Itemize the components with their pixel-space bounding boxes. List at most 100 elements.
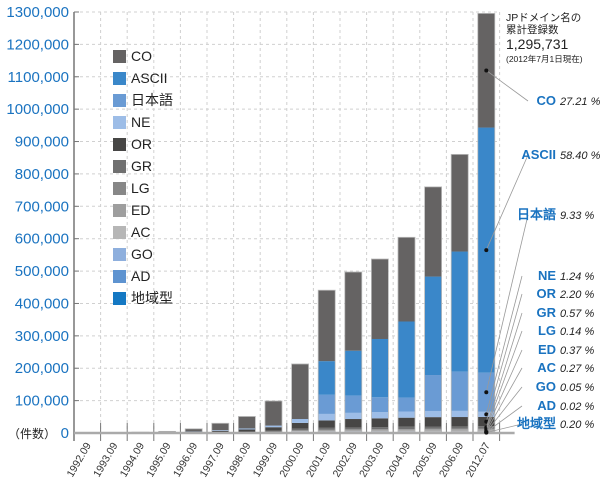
leader-line: [485, 214, 529, 393]
bar-segment: [451, 417, 469, 427]
bar-segment: [424, 375, 442, 411]
leader-line: [485, 154, 529, 251]
y-tick-label: 300,000: [15, 328, 69, 345]
x-tick-label: 2001.09: [304, 440, 333, 479]
x-tick-label: 1992.09: [65, 440, 94, 479]
bar-segment: [238, 428, 256, 430]
share-label: GR: [537, 305, 557, 320]
legend-item: OR: [113, 133, 173, 155]
share-value: 2.20 %: [559, 289, 594, 301]
bar-segment: [291, 430, 309, 432]
legend-swatch: [113, 181, 126, 195]
x-tick-label: 2003.09: [357, 440, 386, 479]
x-tick-label: 1994.09: [118, 440, 147, 479]
annotation-date: (2012年7月1日現在): [506, 54, 583, 64]
legend-item: AD: [113, 265, 173, 287]
legend-swatch: [113, 115, 126, 129]
bar-segment: [371, 338, 389, 398]
legend-item: LG: [113, 177, 173, 199]
x-tick-label: 1998.09: [224, 440, 253, 479]
bar-segment: [265, 400, 282, 426]
share-label: NE: [538, 268, 556, 283]
bar-segment: [344, 412, 362, 420]
bar-segment: [344, 430, 362, 432]
bar-segment: [398, 321, 415, 398]
bar-segment: [451, 429, 469, 431]
bar-segment: [318, 427, 336, 430]
bar-segment: [318, 290, 336, 362]
x-tick-label: 2006.09: [437, 440, 466, 479]
leader-dot: [484, 390, 489, 395]
x-tick-label: 2002.09: [331, 440, 360, 479]
bar-segment: [398, 429, 415, 431]
share-value: 0.37 %: [560, 345, 594, 357]
leader-line: [485, 312, 523, 428]
legend-label: 地域型: [131, 290, 173, 306]
legend-label: AC: [131, 224, 151, 240]
legend-item: ED: [113, 199, 173, 221]
y-tick-label: 900,000: [15, 134, 69, 151]
legend-label: CO: [131, 48, 152, 64]
share-label: AC: [537, 360, 556, 375]
bar-segment: [344, 271, 362, 351]
legend-swatch: [113, 71, 126, 85]
legend-item: AC: [113, 221, 173, 243]
share-label: ED: [538, 342, 556, 357]
legend-label: 日本語: [131, 92, 173, 108]
x-tick-label: 2005.09: [410, 440, 439, 479]
y-tick-label: 100,000: [15, 393, 69, 410]
leader-dot: [484, 412, 489, 417]
annotation-title-2: 累計登録数: [506, 24, 559, 36]
leader-dot: [484, 419, 489, 424]
legend-item: CO: [113, 45, 173, 67]
x-tick-label: 1996.09: [171, 440, 200, 479]
legend-label: OR: [131, 136, 152, 152]
bar-segment: [211, 430, 229, 431]
legend-swatch: [113, 137, 126, 151]
bar-segment: [318, 420, 336, 428]
legend: CO ASCII 日本語 NE OR GR LG ED AC GO AD 地域型: [113, 45, 173, 309]
bar-segment: [398, 397, 415, 412]
legend-label: ASCII: [131, 70, 168, 86]
y-tick-label: 1200,000: [6, 36, 69, 53]
leader-line: [485, 367, 523, 432]
bar-segment: [211, 430, 229, 433]
y-tick-label: 600,000: [15, 231, 69, 248]
y-tick-label: 400,000: [15, 295, 69, 312]
share-label: GO: [536, 379, 556, 394]
bar-segment: [451, 371, 469, 411]
bar-segment: [185, 428, 203, 432]
bar-segment: [424, 276, 442, 376]
legend-swatch: [113, 225, 126, 239]
bar-segment: [451, 154, 469, 252]
legend-label: ED: [131, 202, 151, 218]
x-tick-label: 1993.09: [91, 440, 120, 479]
bar-segment: [371, 259, 389, 339]
bar-segment: [265, 425, 282, 428]
bar-segment: [424, 426, 442, 429]
share-label: LG: [538, 323, 556, 338]
bar-segment: [371, 430, 389, 432]
bar-segment: [291, 422, 309, 429]
leader-line: [486, 423, 523, 433]
bar-segment: [291, 431, 309, 432]
bar-segment: [424, 410, 442, 418]
bar-segment: [238, 429, 256, 432]
leader-line: [485, 349, 523, 431]
share-value: 0.27 %: [560, 363, 594, 375]
bar-segment: [344, 429, 362, 431]
bar-segment: [424, 417, 442, 427]
x-tick-label: 2004.09: [384, 440, 413, 479]
share-label: ASCII: [521, 147, 556, 162]
x-tick-label: 1997.09: [198, 440, 227, 479]
bar-segment: [318, 394, 336, 414]
bar-segment: [318, 413, 336, 421]
y-axis-unit: （件数）: [7, 427, 56, 441]
legend-swatch: [113, 159, 126, 173]
legend-item: 地域型: [113, 287, 173, 309]
y-tick-label: 1000,000: [6, 101, 69, 118]
legend-item: 日本語: [113, 89, 173, 111]
y-tick-label: 1300,000: [6, 4, 69, 21]
share-value: 9.33 %: [560, 210, 594, 222]
share-label: CO: [537, 93, 557, 108]
